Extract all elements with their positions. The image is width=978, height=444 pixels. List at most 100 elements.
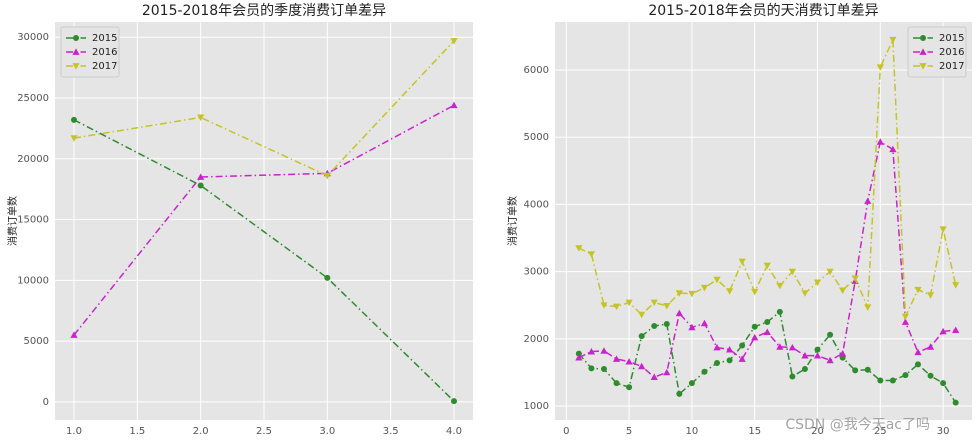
marker bbox=[876, 64, 884, 71]
legend-marker bbox=[72, 63, 80, 70]
y-tick-label: 10000 bbox=[17, 275, 49, 286]
marker bbox=[789, 373, 796, 380]
marker bbox=[650, 373, 658, 381]
marker bbox=[71, 116, 77, 123]
chart-title: 2015-2018年会员的天消费订单差异 bbox=[648, 3, 878, 19]
marker bbox=[876, 138, 884, 145]
marker bbox=[323, 172, 331, 180]
x-tick-label: 0 bbox=[563, 426, 569, 437]
x-tick-label: 4.0 bbox=[446, 426, 462, 437]
x-tick-label: 30 bbox=[937, 426, 950, 437]
marker bbox=[901, 318, 910, 325]
marker bbox=[751, 333, 759, 341]
legend-label: 2017 bbox=[92, 61, 117, 72]
marker bbox=[197, 173, 205, 180]
marker bbox=[801, 352, 809, 359]
y-tick-label: 2000 bbox=[524, 334, 549, 345]
y-tick-label: 6000 bbox=[524, 65, 549, 76]
marker bbox=[914, 348, 922, 356]
marker bbox=[651, 323, 658, 330]
marker bbox=[889, 377, 896, 384]
marker bbox=[587, 251, 596, 258]
marker bbox=[688, 290, 696, 298]
marker bbox=[688, 323, 696, 331]
x-tick-label: 1.5 bbox=[129, 426, 145, 437]
marker bbox=[902, 372, 909, 379]
marker bbox=[864, 366, 871, 373]
marker bbox=[813, 279, 822, 286]
marker bbox=[725, 288, 734, 295]
marker bbox=[625, 358, 633, 365]
marker bbox=[751, 323, 758, 330]
marker bbox=[801, 366, 808, 373]
marker bbox=[676, 390, 683, 397]
x-tick-label: 15 bbox=[748, 426, 761, 437]
legend-label: 2015 bbox=[939, 33, 964, 44]
legend-marker bbox=[73, 35, 79, 41]
marker bbox=[451, 398, 457, 405]
marker bbox=[626, 384, 633, 391]
marker bbox=[638, 311, 646, 319]
marker bbox=[70, 135, 78, 142]
y-tick-label: 25000 bbox=[17, 93, 49, 104]
marker bbox=[675, 290, 683, 297]
marker bbox=[70, 331, 78, 338]
marker bbox=[751, 288, 759, 296]
marker bbox=[450, 37, 458, 45]
chart-title: 2015-2018年会员的季度消费订单差异 bbox=[142, 3, 386, 19]
marker bbox=[197, 114, 205, 122]
marker bbox=[663, 321, 670, 328]
marker bbox=[914, 286, 922, 294]
marker bbox=[324, 274, 331, 281]
x-tick-label: 10 bbox=[686, 426, 699, 437]
marker bbox=[575, 354, 583, 361]
x-tick-label: 2.5 bbox=[256, 426, 272, 437]
marker bbox=[914, 361, 921, 368]
marker bbox=[788, 343, 796, 351]
series-line bbox=[73, 40, 455, 177]
plot-background bbox=[555, 22, 972, 420]
marker bbox=[688, 380, 695, 387]
marker bbox=[763, 328, 771, 335]
y-tick-label: 20000 bbox=[17, 154, 49, 165]
legend-label: 2016 bbox=[939, 47, 964, 58]
marker bbox=[700, 319, 709, 327]
marker bbox=[663, 368, 671, 376]
marker bbox=[663, 303, 671, 310]
marker bbox=[926, 343, 935, 350]
marker bbox=[952, 399, 959, 406]
y-tick-label: 5000 bbox=[524, 132, 549, 143]
marker bbox=[927, 372, 934, 379]
marker bbox=[575, 245, 583, 252]
legend-label: 2016 bbox=[92, 47, 117, 58]
marker bbox=[714, 360, 721, 367]
y-tick-label: 4000 bbox=[524, 199, 549, 210]
marker bbox=[575, 350, 582, 357]
marker bbox=[813, 352, 822, 359]
x-tick-label: 25 bbox=[874, 426, 887, 437]
marker bbox=[725, 345, 734, 353]
marker bbox=[852, 367, 859, 374]
y-tick-label: 5000 bbox=[24, 336, 49, 347]
marker bbox=[827, 331, 834, 338]
y-axis-label: 消费订单数 bbox=[6, 196, 19, 246]
marker bbox=[877, 377, 884, 384]
series-line bbox=[73, 104, 455, 336]
marker bbox=[939, 327, 947, 335]
marker bbox=[926, 292, 935, 299]
marker bbox=[738, 355, 746, 362]
marker bbox=[625, 299, 633, 307]
x-tick-label: 3.0 bbox=[319, 426, 335, 437]
marker bbox=[764, 319, 771, 326]
marker bbox=[826, 356, 834, 364]
y-axis-label: 消费订单数 bbox=[506, 196, 519, 246]
marker bbox=[587, 347, 596, 355]
legend-marker bbox=[919, 63, 927, 70]
marker bbox=[739, 342, 746, 349]
marker bbox=[940, 380, 947, 387]
marker bbox=[864, 304, 872, 311]
marker bbox=[612, 303, 621, 311]
legend-label: 2015 bbox=[92, 33, 117, 44]
marker bbox=[675, 309, 683, 317]
